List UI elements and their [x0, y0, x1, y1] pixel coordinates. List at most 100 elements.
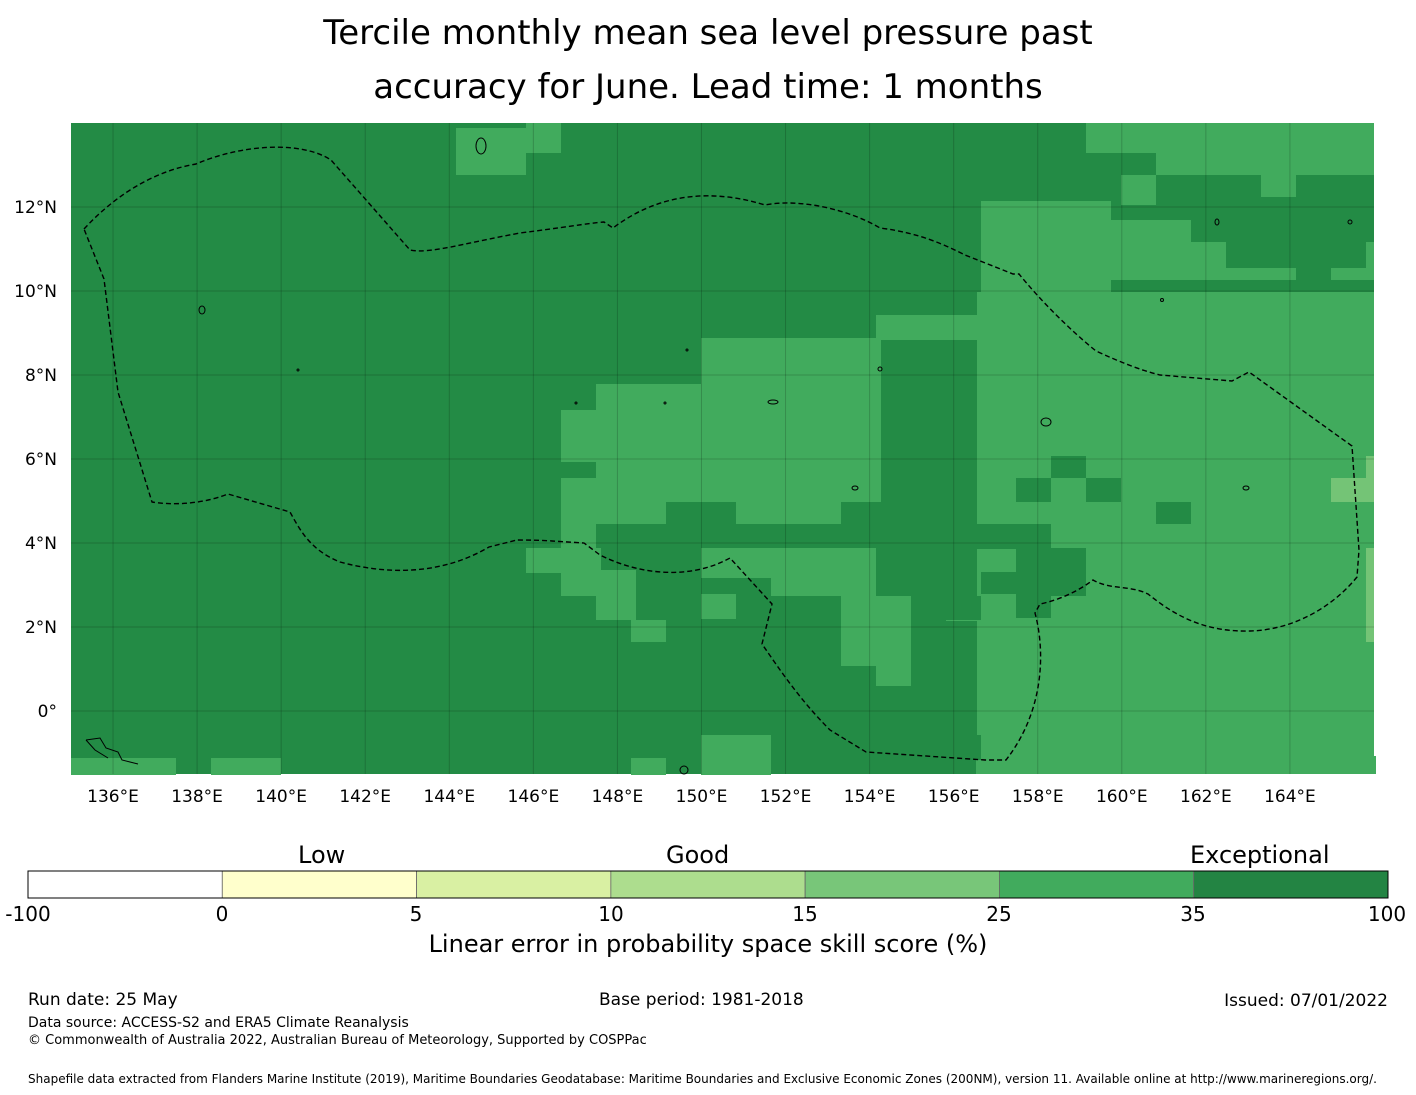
colorbar-category-exceptional: Exceptional: [1190, 841, 1330, 869]
skill-cell-exceptional: [946, 524, 1051, 549]
skill-cell-very-good: [1261, 175, 1296, 197]
skill-cell-exceptional: [1051, 456, 1086, 478]
island-outline: [296, 368, 300, 372]
lon-tick-label: 140°E: [255, 787, 307, 807]
skill-cell-exceptional: [596, 524, 841, 548]
skill-cell-exceptional: [841, 502, 911, 548]
lon-tick-label: 138°E: [171, 787, 223, 807]
skill-cell-very-good: [841, 571, 876, 666]
skill-cell-very-good: [1156, 153, 1374, 175]
island-outline: [685, 348, 689, 352]
data-source: Data source: ACCESS-S2 and ERA5 Climate …: [28, 1015, 409, 1031]
colorbar-segment: [27, 870, 223, 899]
lat-tick-label: 0°: [38, 702, 57, 722]
skill-cell-very-good: [596, 570, 636, 620]
lon-tick-label: 136°E: [87, 787, 139, 807]
skill-cell-exceptional: [1226, 242, 1366, 268]
skill-cell-very-good: [631, 620, 666, 642]
colorbar-category-good: Good: [666, 841, 730, 869]
eez-boundary: [83, 146, 1360, 761]
lon-tick-label: 162°E: [1180, 787, 1232, 807]
lon-tick-label: 148°E: [592, 787, 644, 807]
skill-cell-exceptional: [1016, 478, 1051, 502]
skill-cell-exceptional: [911, 596, 981, 620]
colorbar-tick: 10: [598, 902, 624, 926]
colorbar-tick: 100: [1367, 902, 1407, 926]
skill-cell-very-good: [701, 594, 736, 619]
island-outline: [663, 401, 667, 405]
colorbar-tick: 15: [792, 902, 818, 926]
lon-tick-label: 144°E: [423, 787, 475, 807]
skill-cell-very-good: [1086, 123, 1374, 153]
chart-title-line-1: Tercile monthly mean sea level pressure …: [323, 13, 1093, 53]
run-date: Run date: 25 May: [28, 990, 178, 1010]
skill-cell-very-good: [596, 384, 706, 524]
colorbar-segment: [221, 870, 417, 899]
lon-tick-label: 150°E: [676, 787, 728, 807]
colorbar-segment: [804, 870, 1000, 899]
copyright: © Commonwealth of Australia 2022, Austra…: [28, 1033, 647, 1048]
skill-cell-exceptional: [1156, 175, 1261, 220]
lon-tick-label: 142°E: [339, 787, 391, 807]
lon-tick-label: 156°E: [928, 787, 980, 807]
skill-cell-very-good: [211, 758, 281, 775]
colorbar-tick: 25: [986, 902, 1012, 926]
chart-title: Tercile monthly mean sea level pressure …: [0, 6, 1416, 114]
skill-cell-exceptional: [666, 502, 736, 524]
skill-cell-very-good: [561, 478, 601, 596]
lon-tick-label: 146°E: [508, 787, 560, 807]
issued-date: Issued: 07/01/2022: [1224, 991, 1388, 1011]
skill-cell-exceptional: [1296, 175, 1374, 220]
base-period: Base period: 1981-2018: [599, 990, 804, 1010]
colorbar-outline: [27, 870, 1389, 899]
skill-cell-very-good: [526, 548, 566, 573]
skill-cell-exceptional: [876, 548, 946, 596]
island-outline: [1242, 485, 1250, 491]
skill-cell-exceptional: [946, 735, 981, 760]
skill-cell-very-good: [526, 123, 561, 153]
shapefile-credit: Shapefile data extracted from Flanders M…: [28, 1072, 1377, 1086]
skill-cell-very-good: [561, 410, 601, 462]
skill-cell-very-good: [71, 758, 176, 775]
map-area: 136°E 138°E 140°E 142°E 144°E 146°E 148°E 150°E…: [14, 123, 1376, 807]
skill-cell-very-good: [456, 128, 526, 175]
skill-cell-exceptional: [1086, 478, 1121, 502]
lon-tick-label: 160°E: [1096, 787, 1148, 807]
colorbar-segment: [416, 870, 612, 899]
skill-cell-very-good: [876, 596, 911, 686]
lat-tick-label: 2°N: [25, 618, 57, 638]
island-outline: [1347, 219, 1353, 225]
colorbar-tick: 35: [1180, 902, 1206, 926]
colorbar-category-low: Low: [298, 841, 346, 869]
lat-tick-label: 4°N: [25, 534, 57, 554]
island-outline: [679, 765, 689, 775]
island-outline: [198, 305, 206, 315]
colorbar-segment: [610, 870, 806, 899]
colorbar-tick: 0: [215, 902, 229, 926]
island-outline: [574, 401, 578, 405]
skill-cell-exceptional: [1296, 268, 1331, 292]
skill-cell-good: [1366, 456, 1374, 486]
chart-title-line-2: accuracy for June. Lead time: 1 months: [373, 67, 1043, 107]
colorbar: [27, 870, 1389, 899]
coastline-new-guinea: [85, 737, 139, 765]
skill-cell-exceptional: [1016, 594, 1051, 618]
lat-tick-label: 6°N: [25, 450, 57, 470]
colorbar-segment: [1193, 870, 1389, 899]
skill-cell-exceptional: [1016, 548, 1086, 596]
lon-tick-label: 158°E: [1012, 787, 1064, 807]
skill-cell-very-good: [1121, 175, 1156, 205]
skill-cell-very-good: [976, 756, 1376, 774]
island-outline: [475, 137, 487, 155]
island-outline: [1214, 218, 1220, 226]
lon-tick-label: 164°E: [1264, 787, 1316, 807]
lon-tick-label: 154°E: [844, 787, 896, 807]
skill-cell-very-good: [631, 758, 666, 775]
island-outline: [851, 485, 859, 491]
skill-cell-very-good: [876, 315, 986, 340]
skill-cell-exceptional: [981, 572, 1016, 594]
colorbar-tick: 5: [409, 902, 423, 926]
skill-cell-exceptional: [1191, 220, 1374, 242]
skill-cell-good: [1331, 478, 1374, 502]
